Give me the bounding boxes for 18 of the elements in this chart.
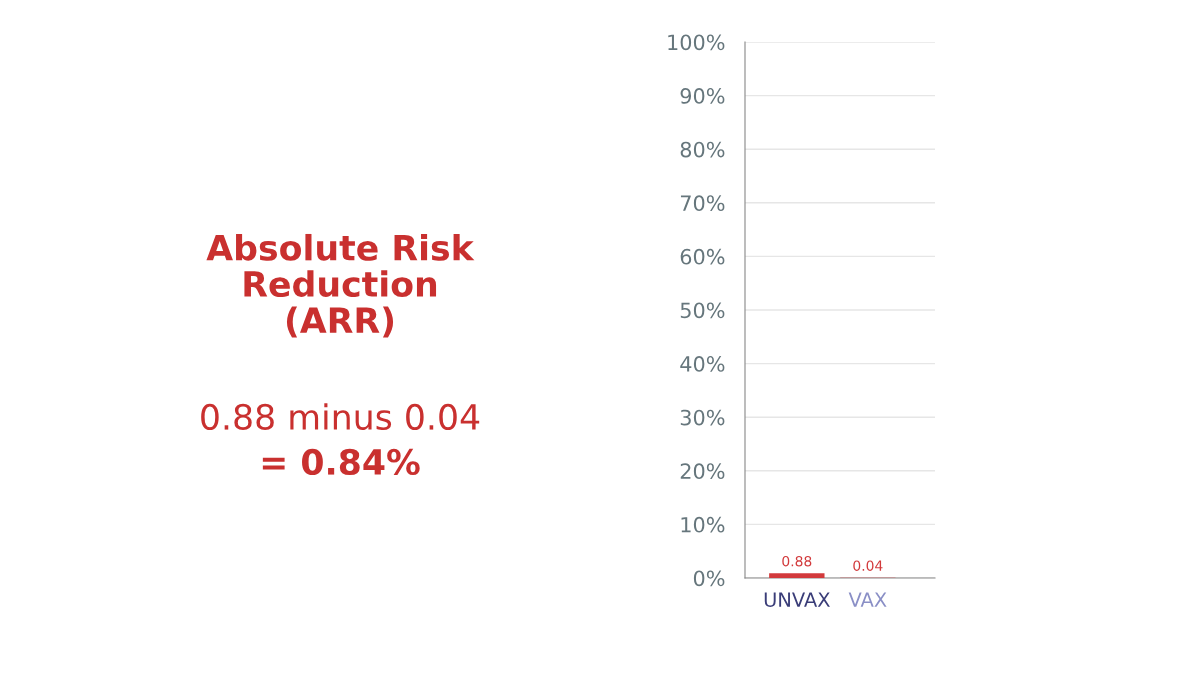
data-label: 0.88 <box>782 555 812 567</box>
text: 0.88 minus 0.04 <box>201 403 480 431</box>
y-tick-label: 20% <box>680 463 725 480</box>
x-tick-label: UNVAX <box>764 592 830 607</box>
y-tick-label: 70% <box>680 195 725 212</box>
y-tick-label: 40% <box>680 356 725 372</box>
data-label: 0.04 <box>853 560 883 571</box>
y-tick-label: 30% <box>680 409 725 426</box>
y-tick-label: 90% <box>680 88 725 104</box>
y-tick-label: 0% <box>693 570 725 587</box>
y-tick-label: 60% <box>680 248 725 265</box>
y-tick-label: 80% <box>680 141 725 158</box>
y-tick-label: 100% <box>668 34 725 51</box>
text: Absolute Risk Reduction (ARR) <box>206 233 475 338</box>
x-tick-label: VAX <box>848 592 887 607</box>
y-tick-label: 50% <box>680 302 725 319</box>
text: = 0.84% <box>262 448 420 476</box>
y-tick-label: 10% <box>681 516 725 533</box>
